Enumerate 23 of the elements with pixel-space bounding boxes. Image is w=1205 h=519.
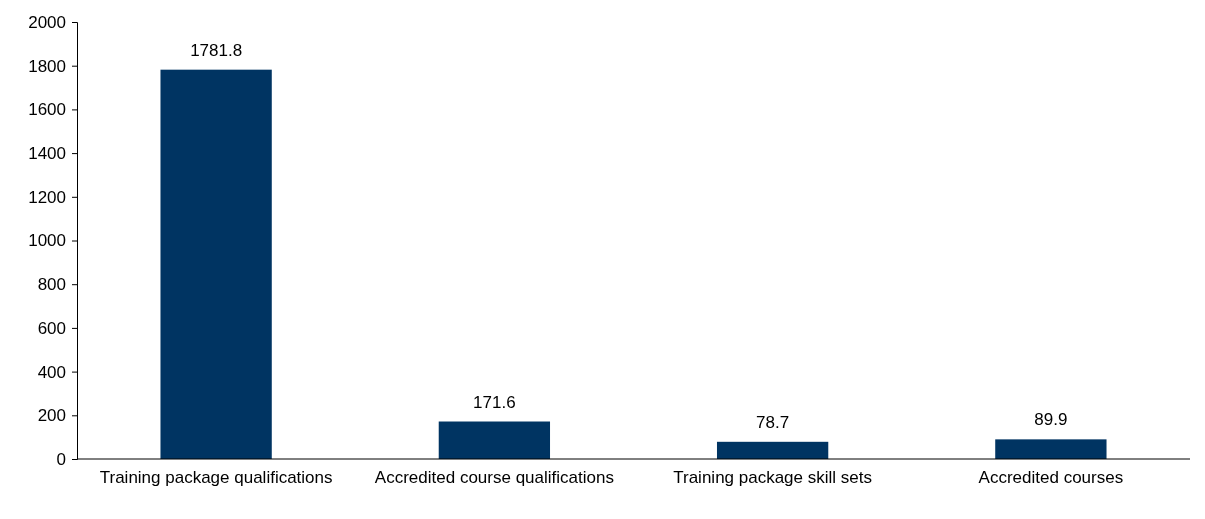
x-tick-label: Training package skill sets [673,468,872,488]
bar [995,439,1107,459]
y-tick-label: 0 [56,449,66,469]
y-tick-label: 600 [37,318,66,338]
y-tick-label: 1600 [28,100,66,120]
x-tick-label: Accredited course qualifications [374,468,614,488]
y-tick-label: 2000 [28,12,66,32]
y-tick-label: 400 [37,362,66,382]
y-tick-label: 1200 [28,187,66,207]
data-label: 1781.8 [190,40,243,60]
data-label: 78.7 [756,412,790,432]
y-tick-label: 800 [37,275,66,295]
x-tick-label: Training package qualifications [99,468,333,488]
y-tick-label: 1000 [28,231,66,251]
bar [160,69,272,459]
y-tick-label: 1400 [28,144,66,164]
bar [716,441,829,459]
y-tick-label: 1800 [28,56,66,76]
bar [438,421,551,459]
data-label: 89.9 [1034,410,1068,430]
y-tick-label: 200 [37,406,66,426]
data-label: 171.6 [473,392,516,412]
x-tick-label: Accredited courses [978,468,1124,488]
